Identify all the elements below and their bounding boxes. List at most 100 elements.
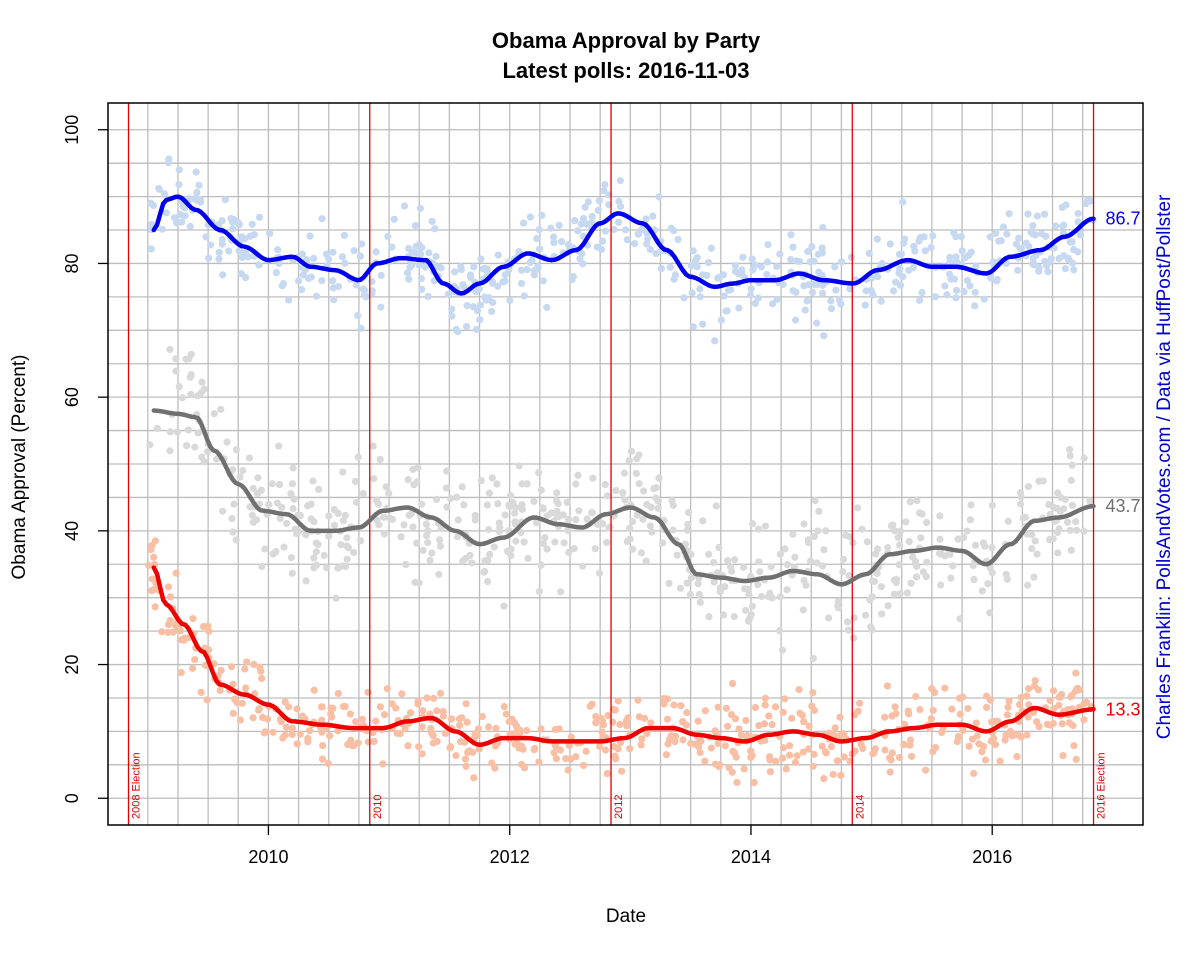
poll-point	[1066, 445, 1074, 454]
poll-point	[297, 286, 306, 294]
poll-point	[906, 736, 915, 744]
poll-point	[543, 303, 551, 312]
poll-point	[618, 767, 626, 775]
poll-point	[407, 709, 415, 717]
poll-point	[294, 277, 303, 285]
poll-point	[1066, 452, 1074, 460]
poll-point	[344, 544, 353, 552]
poll-point	[229, 709, 237, 718]
poll-point	[642, 215, 650, 223]
poll-point	[296, 730, 304, 738]
poll-point	[967, 501, 975, 509]
election-marker-label: 2012	[613, 795, 625, 819]
poll-point	[400, 202, 409, 210]
poll-point	[1024, 581, 1032, 589]
poll-point	[451, 268, 459, 276]
poll-point	[773, 262, 781, 271]
poll-point	[283, 519, 291, 528]
poll-point	[506, 503, 514, 511]
poll-point	[478, 712, 486, 721]
poll-point	[916, 509, 924, 517]
poll-point	[173, 622, 181, 631]
poll-point	[888, 749, 896, 757]
poll-point	[986, 233, 994, 241]
poll-point	[180, 634, 189, 642]
poll-point	[687, 574, 695, 582]
poll-point	[971, 288, 979, 296]
poll-point	[1068, 461, 1076, 469]
poll-point	[164, 628, 172, 636]
poll-point	[480, 568, 488, 576]
poll-point	[184, 426, 193, 434]
poll-point	[866, 596, 874, 604]
poll-point	[402, 560, 410, 569]
poll-point	[204, 646, 213, 654]
poll-point	[601, 227, 610, 235]
poll-point	[643, 730, 651, 738]
poll-point	[927, 715, 935, 723]
poll-point	[970, 769, 978, 778]
poll-point	[850, 634, 858, 642]
poll-point	[477, 255, 485, 263]
poll-point	[754, 294, 762, 302]
poll-point	[537, 561, 545, 569]
poll-point	[352, 498, 361, 507]
poll-point	[359, 489, 367, 498]
poll-point	[422, 532, 431, 540]
poll-point	[390, 215, 398, 223]
poll-point	[501, 277, 509, 285]
poll-point	[845, 572, 853, 580]
poll-point	[232, 446, 241, 454]
poll-point	[689, 323, 697, 331]
poll-point	[193, 188, 201, 197]
poll-point	[398, 690, 406, 698]
poll-point	[357, 324, 365, 332]
poll-point	[857, 740, 865, 748]
poll-point	[203, 448, 212, 456]
poll-point	[861, 611, 870, 619]
poll-point	[931, 293, 939, 301]
poll-point	[795, 685, 803, 694]
poll-point	[775, 627, 784, 635]
poll-point	[966, 516, 975, 524]
poll-point	[370, 474, 378, 483]
poll-point	[1024, 483, 1032, 491]
poll-point	[733, 778, 741, 787]
poll-point	[1056, 507, 1065, 515]
poll-point	[281, 731, 289, 739]
poll-point	[601, 480, 609, 489]
poll-point	[722, 704, 731, 712]
poll-point	[791, 553, 799, 561]
poll-point	[176, 210, 184, 218]
poll-point	[460, 501, 468, 509]
poll-point	[839, 568, 847, 576]
poll-point	[740, 765, 748, 773]
poll-point	[550, 233, 558, 241]
poll-point	[806, 258, 814, 266]
poll-point	[477, 476, 485, 485]
poll-point	[837, 300, 845, 308]
poll-point	[988, 718, 996, 726]
poll-point	[610, 225, 618, 234]
poll-point	[427, 724, 435, 733]
poll-point	[481, 557, 489, 565]
poll-point	[992, 229, 1000, 237]
poll-point	[664, 740, 672, 748]
poll-point	[829, 770, 837, 779]
poll-point	[683, 708, 691, 717]
poll-point	[972, 719, 981, 727]
poll-point	[921, 247, 929, 255]
poll-point	[468, 559, 476, 567]
poll-point	[896, 590, 904, 598]
poll-point	[598, 717, 607, 725]
poll-point	[462, 762, 470, 770]
poll-point	[312, 292, 321, 300]
poll-point	[735, 725, 743, 733]
poll-point	[598, 728, 606, 736]
poll-point	[518, 480, 526, 488]
poll-point	[577, 220, 585, 228]
poll-point	[189, 615, 197, 623]
poll-point	[275, 442, 283, 450]
poll-point	[424, 539, 432, 547]
poll-point	[964, 704, 972, 713]
